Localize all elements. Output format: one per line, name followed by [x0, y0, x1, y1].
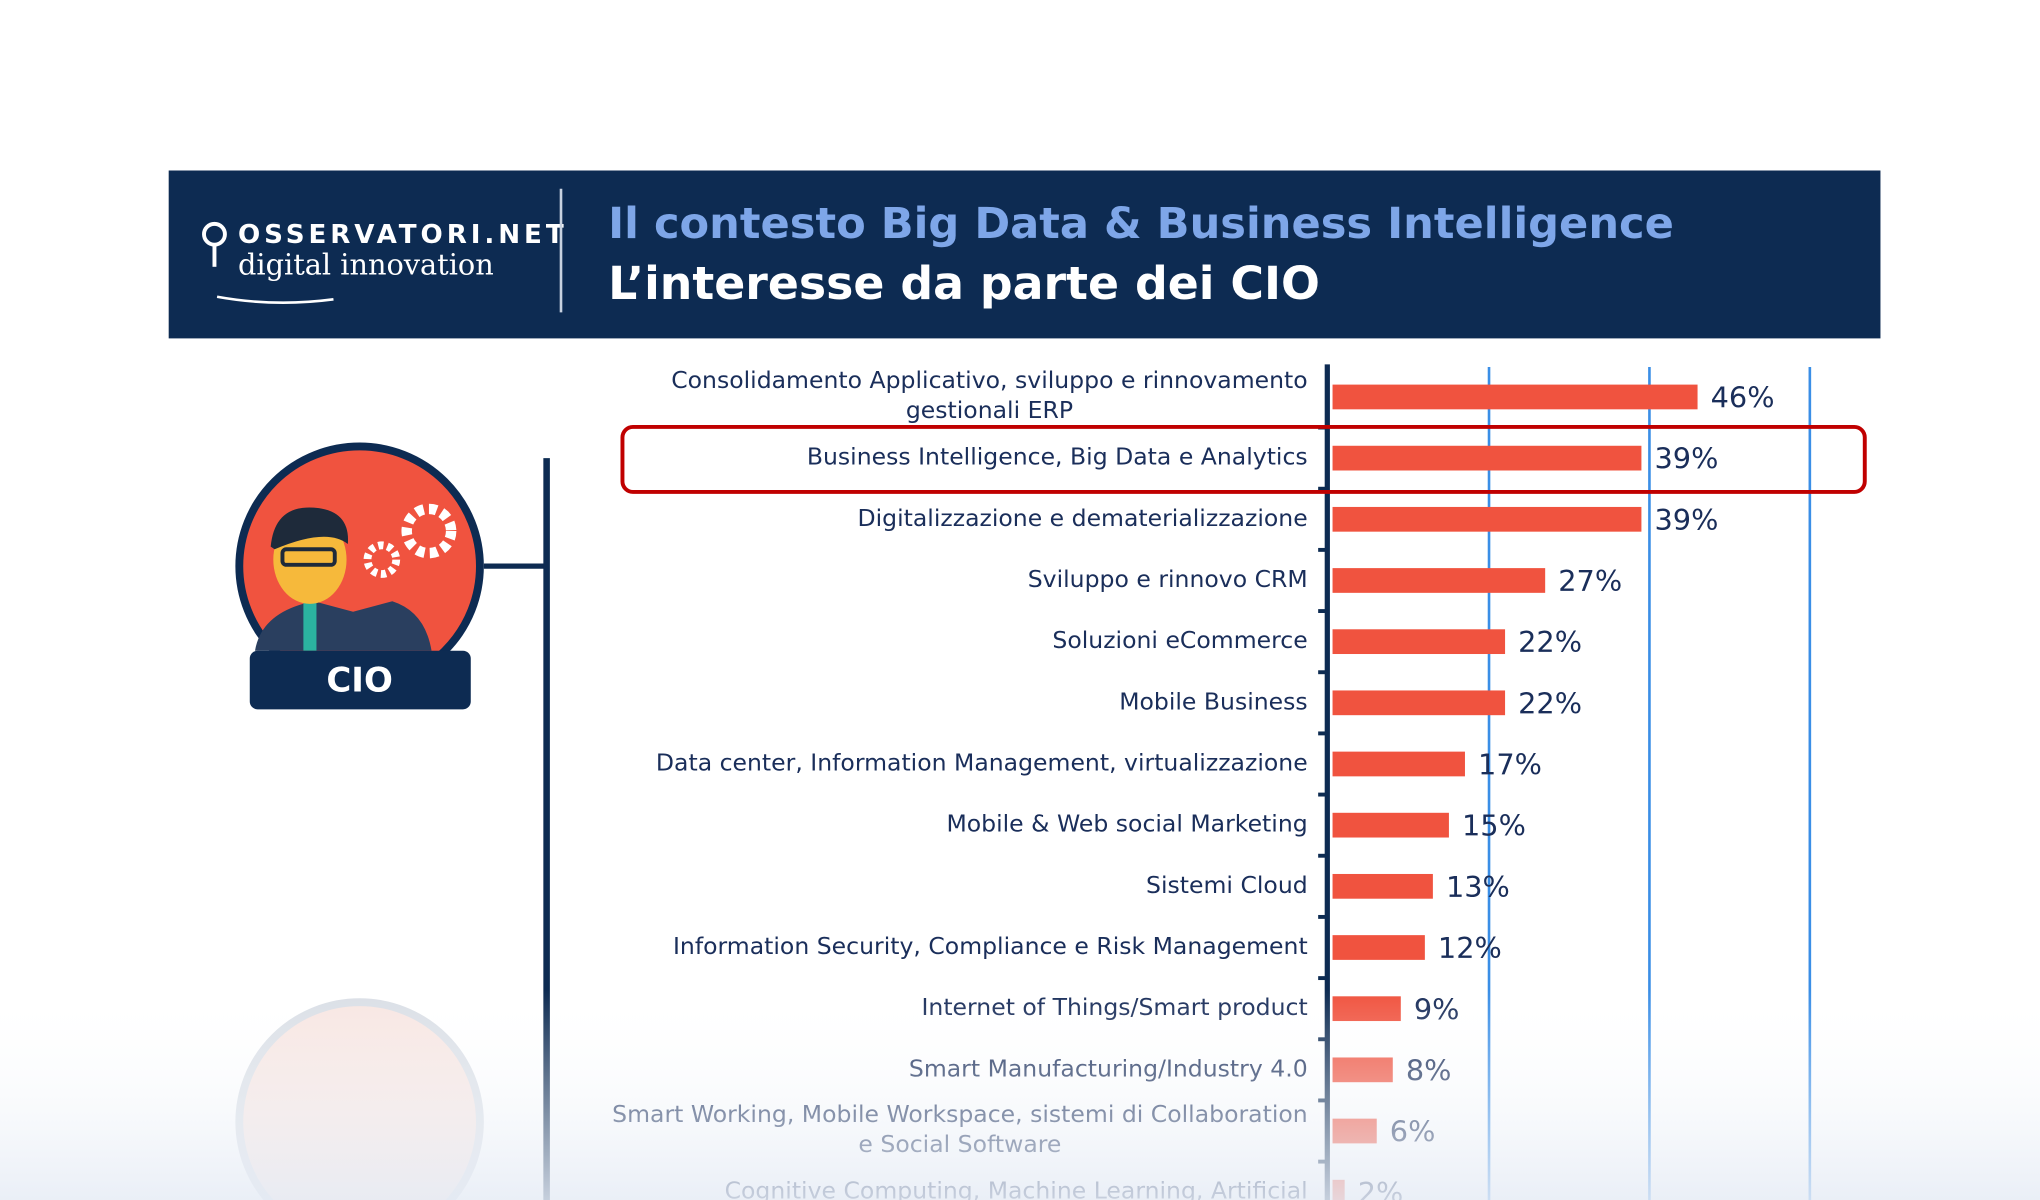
- category-label: Business Intelligence, Big Data e Analyt…: [806, 443, 1308, 471]
- cio-icon: [303, 601, 317, 651]
- category-label: Sistemi Cloud: [1146, 871, 1308, 899]
- category-label: Data center, Information Management, vir…: [655, 749, 1308, 777]
- header-band: [168, 170, 1881, 339]
- value-label: 15%: [1462, 809, 1526, 843]
- value-label: 22%: [1518, 686, 1582, 720]
- category-label-box: Information Security, Compliance e Risk …: [575, 911, 1308, 981]
- gear: [401, 503, 457, 559]
- value-label: 17%: [1478, 748, 1542, 782]
- cio-icon: [270, 507, 349, 550]
- category-label-box: Consolidamento Applicativo, sviluppo e r…: [575, 361, 1307, 431]
- value-label: 13%: [1446, 870, 1510, 904]
- fade-overlay: [0, 989, 2040, 1200]
- value-label: 39%: [1654, 442, 1718, 476]
- logo-tagline: digital innovation: [238, 247, 494, 281]
- category-label: Soluzioni eCommerce: [1052, 626, 1308, 655]
- cio-icon: [255, 601, 432, 651]
- category-label-box: Soluzioni eCommerce: [575, 605, 1307, 675]
- badge-label: CIO: [326, 661, 392, 700]
- bar: [1332, 445, 1642, 471]
- category-row: Consolidamento Applicativo, sviluppo e r…: [575, 361, 1307, 431]
- bar: [1332, 873, 1433, 899]
- category-label-box: Mobile & Web social Marketing: [575, 789, 1307, 859]
- bar: [1332, 629, 1506, 655]
- category-label: Mobile Business: [1119, 687, 1308, 716]
- value-label: 22%: [1518, 625, 1582, 659]
- category-row: Sistemi Cloud: [575, 850, 1308, 920]
- category-row: Sviluppo e rinnovo CRM: [575, 544, 1308, 614]
- category-label-box: Mobile Business: [575, 666, 1307, 736]
- bar: [1332, 690, 1506, 716]
- bar: [1332, 812, 1449, 838]
- chart-subtitle: L’interesse da parte dei CIO: [608, 257, 1320, 310]
- category-row: Business Intelligence, Big Data e Analyt…: [575, 422, 1308, 492]
- category-row: Information Security, Compliance e Risk …: [575, 911, 1308, 981]
- gear: [363, 541, 401, 578]
- category-label-box: Data center, Information Management, vir…: [575, 728, 1308, 798]
- logo-swoosh: [216, 295, 334, 304]
- category-row: Mobile Business: [575, 666, 1307, 736]
- value-label: 46%: [1711, 381, 1775, 415]
- category-row: Mobile & Web social Marketing: [575, 789, 1307, 859]
- category-label-box: Business Intelligence, Big Data e Analyt…: [575, 422, 1308, 492]
- bar: [1332, 384, 1698, 410]
- highlight-box: [620, 424, 1867, 494]
- value-label: 27%: [1558, 564, 1622, 598]
- badge: [249, 650, 471, 710]
- cio-icon: [280, 547, 337, 567]
- category-label: Digitalizzazione e dematerializzazione: [857, 504, 1308, 532]
- category-label: Mobile & Web social Marketing: [946, 810, 1308, 838]
- category-row: Soluzioni eCommerce: [575, 605, 1307, 675]
- chart-title: Il contesto Big Data & Business Intellig…: [608, 199, 1674, 249]
- bar: [1332, 751, 1465, 777]
- bar: [1332, 506, 1642, 532]
- category-label-box: Digitalizzazione e dematerializzazione: [575, 483, 1307, 553]
- bar: [1332, 935, 1425, 960]
- value-label: 12%: [1438, 931, 1502, 965]
- category-label-box: Sviluppo e rinnovo CRM: [575, 544, 1308, 614]
- logo-name: OSSERVATORI.NET: [238, 220, 568, 250]
- category-row: Data center, Information Management, vir…: [575, 728, 1308, 798]
- value-label: 39%: [1654, 503, 1718, 537]
- category-label: Consolidamento Applicativo, sviluppo e r…: [671, 367, 1308, 425]
- category-row: Digitalizzazione e dematerializzazione: [575, 483, 1307, 553]
- bar: [1332, 568, 1546, 593]
- category-label-box: Sistemi Cloud: [575, 850, 1308, 920]
- category-label: Sviluppo e rinnovo CRM: [1027, 565, 1308, 593]
- category-label: Information Security, Compliance e Risk …: [672, 932, 1308, 960]
